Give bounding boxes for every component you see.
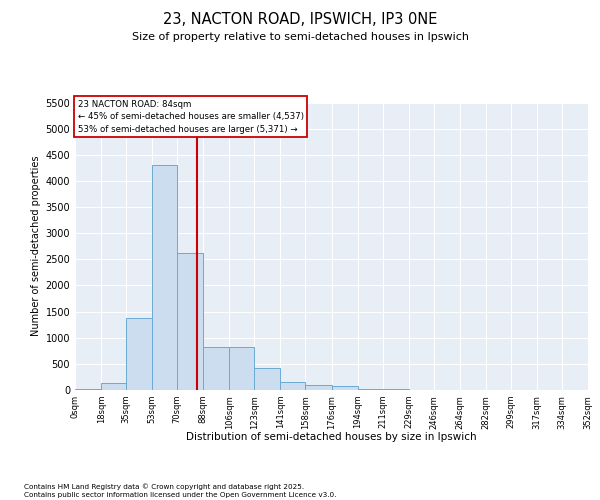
Bar bbox=[203, 347, 229, 390]
Bar bbox=[229, 347, 254, 390]
Bar bbox=[305, 384, 332, 390]
Text: 23 NACTON ROAD: 84sqm
← 45% of semi-detached houses are smaller (4,537)
53% of s: 23 NACTON ROAD: 84sqm ← 45% of semi-deta… bbox=[78, 100, 304, 134]
Bar bbox=[331, 386, 358, 390]
Bar bbox=[177, 253, 203, 390]
Bar bbox=[101, 384, 126, 390]
Text: Contains HM Land Registry data © Crown copyright and database right 2025.
Contai: Contains HM Land Registry data © Crown c… bbox=[24, 484, 337, 498]
Bar bbox=[152, 165, 177, 390]
Bar bbox=[280, 382, 305, 390]
Bar bbox=[358, 388, 383, 390]
Bar bbox=[75, 388, 101, 390]
Bar bbox=[254, 368, 280, 390]
Bar bbox=[126, 318, 152, 390]
Text: Size of property relative to semi-detached houses in Ipswich: Size of property relative to semi-detach… bbox=[131, 32, 469, 42]
X-axis label: Distribution of semi-detached houses by size in Ipswich: Distribution of semi-detached houses by … bbox=[186, 432, 477, 442]
Text: 23, NACTON ROAD, IPSWICH, IP3 0NE: 23, NACTON ROAD, IPSWICH, IP3 0NE bbox=[163, 12, 437, 26]
Y-axis label: Number of semi-detached properties: Number of semi-detached properties bbox=[31, 156, 41, 336]
